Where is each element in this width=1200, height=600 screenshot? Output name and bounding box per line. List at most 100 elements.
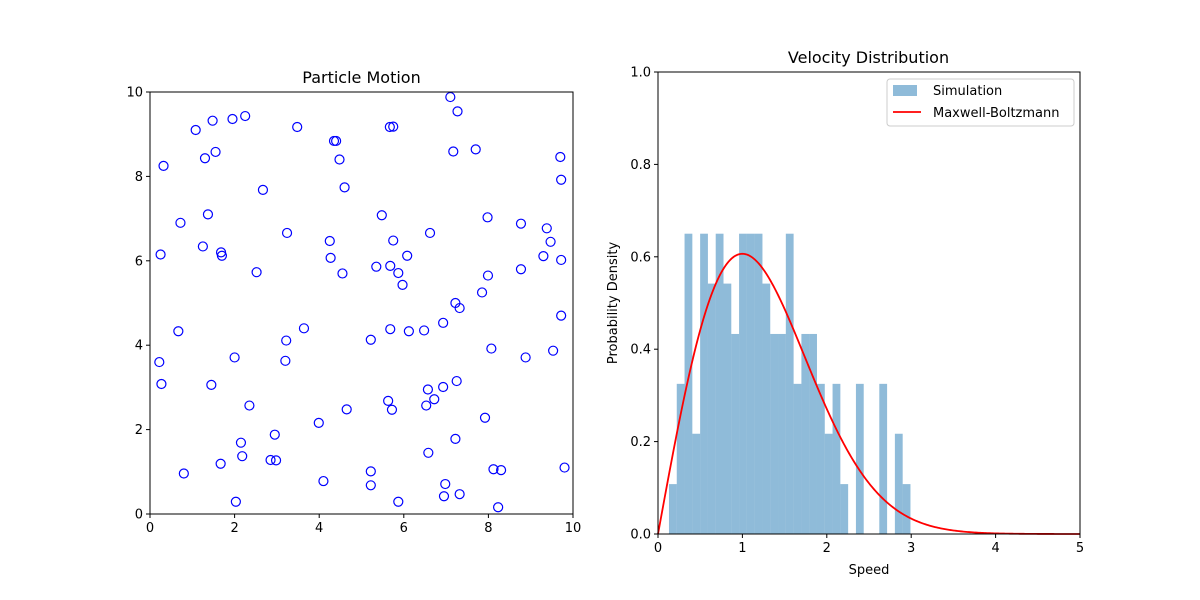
histogram-bar <box>785 233 794 534</box>
scatter-point <box>173 326 184 337</box>
scatter-point <box>386 404 398 415</box>
scatter-point <box>210 146 221 158</box>
y-tick-label: 1.0 <box>630 66 651 81</box>
histogram-bar <box>894 433 903 534</box>
histogram-bar <box>902 484 911 534</box>
scatter-point <box>244 400 255 411</box>
scatter-point <box>175 217 186 228</box>
histogram-bar <box>840 484 849 534</box>
scatter-point <box>269 429 280 440</box>
histogram-bar <box>707 283 716 534</box>
x-tick-label: 4 <box>315 521 323 536</box>
x-axis-ticks: 0 2 4 6 8 10 <box>146 514 581 536</box>
y-tick-label: 2 <box>135 423 143 438</box>
scatter-point <box>470 144 481 155</box>
scatter-point <box>538 251 549 262</box>
scatter-point <box>281 227 293 239</box>
scatter-point <box>419 325 430 336</box>
scatter-point <box>488 464 499 475</box>
x-tick-label: 6 <box>400 521 408 536</box>
histogram-bar <box>668 484 677 534</box>
scatter-point <box>556 174 567 185</box>
scatter-point <box>339 182 350 193</box>
scatter-point <box>365 480 376 491</box>
scatter-point <box>156 378 167 390</box>
histogram-bar <box>746 233 755 534</box>
legend-label-simulation: Simulation <box>933 84 1002 99</box>
scatter-point <box>393 496 404 507</box>
scatter-point <box>281 335 292 346</box>
scatter-point <box>158 160 169 171</box>
scatter-point <box>280 355 291 366</box>
x-tick-label: 2 <box>823 541 831 556</box>
scatter-point <box>438 491 450 502</box>
histogram-bar <box>770 333 779 534</box>
y-tick-label: 0.2 <box>630 435 651 450</box>
y-tick-label: 0.8 <box>630 158 651 173</box>
scatter-point <box>440 478 451 490</box>
y-tick-label: 10 <box>126 86 143 101</box>
histogram-bar <box>731 333 740 534</box>
histogram-bar <box>816 383 825 534</box>
scatter-point <box>448 146 459 157</box>
scatter-point <box>556 254 567 266</box>
y-tick-label: 8 <box>135 170 143 185</box>
scatter-point <box>515 264 527 275</box>
y-tick-label: 0.4 <box>630 343 651 358</box>
x-tick-label: 3 <box>907 541 915 556</box>
scatter-point <box>450 433 461 444</box>
scatter-point <box>202 209 214 220</box>
scatter-point <box>265 454 276 466</box>
scatter-point <box>237 451 248 462</box>
scatter-point <box>197 241 208 252</box>
scatter-point <box>270 455 282 466</box>
scatter-point <box>383 395 394 407</box>
histogram-bar <box>879 383 888 534</box>
scatter-point <box>230 496 241 507</box>
scatter-point <box>371 261 382 272</box>
particle-motion-chart: Particle Motion 0 2 4 6 8 10 0 2 4 6 8 10 <box>126 68 581 536</box>
scatter-point <box>337 268 348 279</box>
scatter-point <box>486 343 497 354</box>
scatter-point <box>235 437 247 448</box>
scatter-point <box>451 375 462 387</box>
scatter-point <box>548 345 559 356</box>
chart-title: Velocity Distribution <box>788 48 949 67</box>
y-tick-label: 0.0 <box>630 528 651 543</box>
scatter-point <box>559 462 570 473</box>
scatter-point <box>331 135 342 147</box>
chart-title: Particle Motion <box>302 68 420 87</box>
scatter-point <box>325 252 336 263</box>
scatter-point <box>555 151 566 163</box>
scatter-point <box>423 447 434 458</box>
legend: Simulation Maxwell-Boltzmann <box>886 78 1075 127</box>
scatter-point <box>424 227 436 239</box>
scatter-point <box>227 113 238 125</box>
scatter-point <box>403 326 414 337</box>
histogram-bar <box>855 383 864 534</box>
scatter-point <box>493 502 504 513</box>
scatter-point <box>541 223 552 234</box>
x-tick-label: 5 <box>1076 541 1084 556</box>
scatter-point <box>334 154 345 165</box>
y-axis-ticks: 0 2 4 6 8 10 <box>126 86 150 523</box>
histogram-bar <box>762 283 771 534</box>
scatter-point <box>556 310 567 321</box>
scatter-point <box>240 110 251 122</box>
scatter-point <box>482 270 494 281</box>
scatter-point <box>438 381 449 393</box>
scatter-point <box>313 417 324 428</box>
scatter-point <box>393 267 404 279</box>
scatter-point <box>454 489 465 500</box>
y-axis-ticks: 0.0 0.2 0.4 0.6 0.8 1.0 <box>630 66 658 543</box>
x-tick-label: 2 <box>230 521 238 536</box>
scatter-point <box>476 287 488 298</box>
scatter-point <box>365 466 376 477</box>
scatter-point <box>298 323 310 334</box>
y-tick-label: 6 <box>135 254 143 269</box>
scatter-point <box>292 121 303 133</box>
scatter-point <box>438 317 449 328</box>
scatter-point <box>155 249 166 260</box>
x-axis-label: Speed <box>849 563 890 578</box>
